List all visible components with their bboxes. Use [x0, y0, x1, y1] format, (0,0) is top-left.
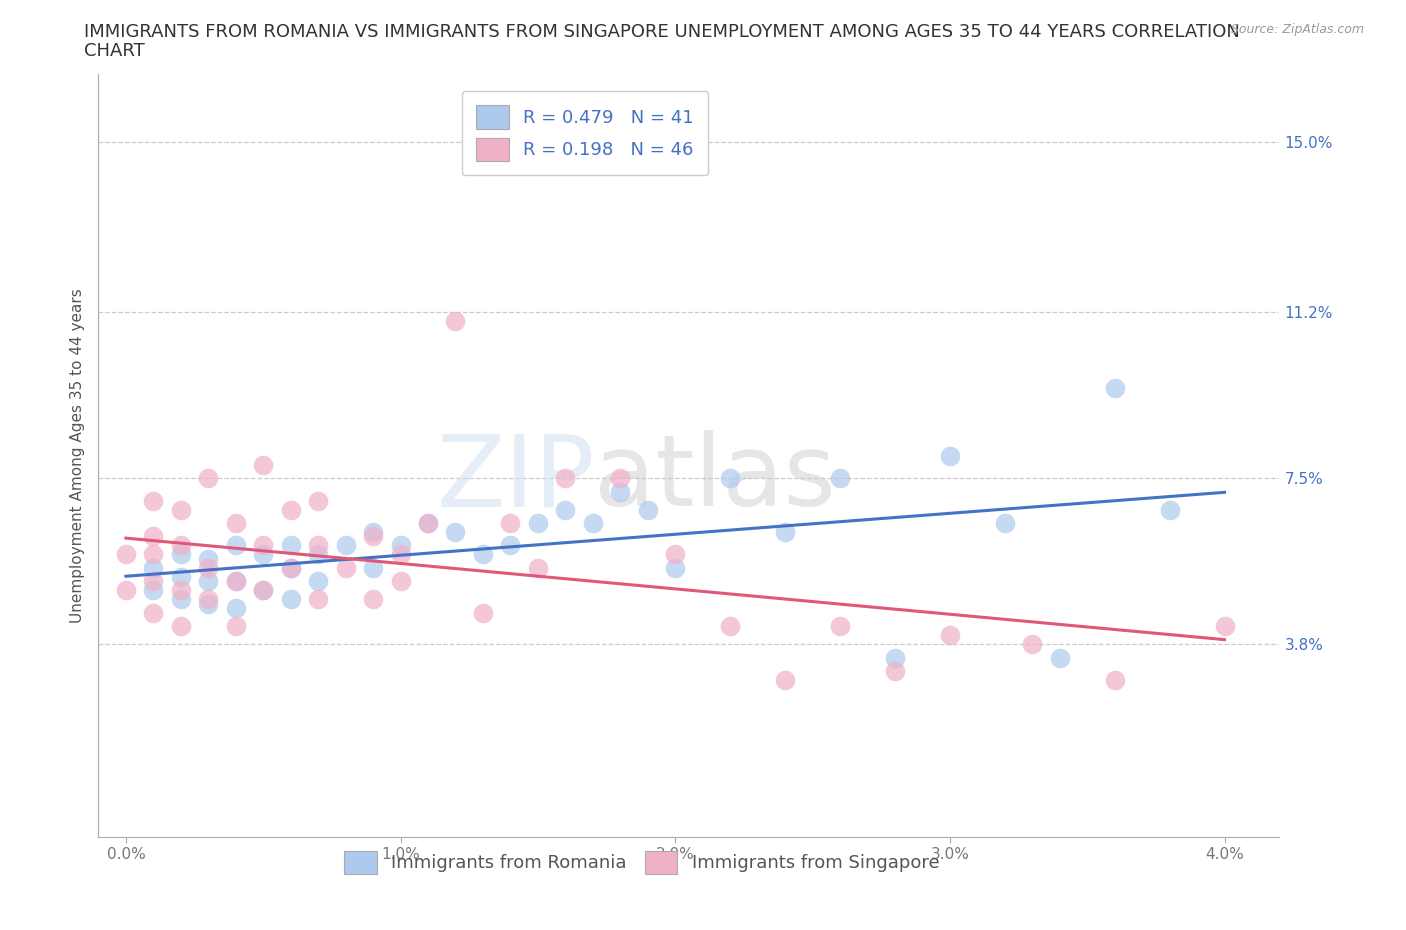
- Point: [225, 601, 247, 616]
- Point: [225, 515, 247, 530]
- Point: [142, 574, 165, 589]
- Text: atlas: atlas: [595, 430, 837, 527]
- Point: [664, 561, 686, 576]
- Point: [444, 313, 467, 328]
- Point: [554, 502, 576, 517]
- Point: [471, 547, 494, 562]
- Point: [115, 547, 138, 562]
- Legend: Immigrants from Romania, Immigrants from Singapore: Immigrants from Romania, Immigrants from…: [337, 844, 946, 882]
- Point: [280, 502, 302, 517]
- Point: [142, 493, 165, 508]
- Point: [828, 471, 851, 485]
- Point: [335, 538, 357, 552]
- Point: [142, 605, 165, 620]
- Point: [499, 538, 522, 552]
- Point: [307, 591, 329, 606]
- Point: [444, 525, 467, 539]
- Point: [884, 650, 907, 665]
- Point: [527, 515, 550, 530]
- Point: [142, 547, 165, 562]
- Text: CHART: CHART: [84, 42, 145, 60]
- Point: [142, 583, 165, 598]
- Point: [609, 471, 631, 485]
- Point: [307, 538, 329, 552]
- Point: [773, 525, 796, 539]
- Point: [718, 618, 741, 633]
- Point: [718, 471, 741, 485]
- Y-axis label: Unemployment Among Ages 35 to 44 years: Unemployment Among Ages 35 to 44 years: [69, 288, 84, 623]
- Point: [1021, 637, 1043, 652]
- Point: [1049, 650, 1071, 665]
- Point: [527, 561, 550, 576]
- Point: [252, 583, 274, 598]
- Point: [361, 591, 384, 606]
- Point: [307, 574, 329, 589]
- Point: [939, 448, 962, 463]
- Point: [307, 493, 329, 508]
- Point: [280, 561, 302, 576]
- Point: [582, 515, 605, 530]
- Point: [197, 551, 219, 566]
- Point: [994, 515, 1017, 530]
- Point: [197, 471, 219, 485]
- Point: [170, 547, 193, 562]
- Text: ZIP: ZIP: [436, 430, 595, 527]
- Point: [554, 471, 576, 485]
- Point: [225, 538, 247, 552]
- Point: [170, 618, 193, 633]
- Point: [225, 574, 247, 589]
- Point: [389, 538, 412, 552]
- Point: [115, 583, 138, 598]
- Point: [142, 529, 165, 544]
- Point: [225, 618, 247, 633]
- Point: [170, 538, 193, 552]
- Point: [252, 547, 274, 562]
- Point: [280, 591, 302, 606]
- Point: [197, 574, 219, 589]
- Point: [884, 664, 907, 679]
- Point: [1104, 381, 1126, 396]
- Point: [1213, 618, 1236, 633]
- Point: [142, 561, 165, 576]
- Point: [197, 591, 219, 606]
- Point: [197, 596, 219, 611]
- Point: [280, 538, 302, 552]
- Point: [828, 618, 851, 633]
- Point: [252, 538, 274, 552]
- Point: [170, 502, 193, 517]
- Text: IMMIGRANTS FROM ROMANIA VS IMMIGRANTS FROM SINGAPORE UNEMPLOYMENT AMONG AGES 35 : IMMIGRANTS FROM ROMANIA VS IMMIGRANTS FR…: [84, 23, 1240, 41]
- Point: [361, 561, 384, 576]
- Point: [361, 529, 384, 544]
- Point: [170, 583, 193, 598]
- Point: [1104, 672, 1126, 687]
- Point: [389, 547, 412, 562]
- Point: [170, 569, 193, 584]
- Point: [471, 605, 494, 620]
- Point: [416, 515, 439, 530]
- Point: [416, 515, 439, 530]
- Text: Source: ZipAtlas.com: Source: ZipAtlas.com: [1230, 23, 1364, 36]
- Point: [939, 628, 962, 643]
- Point: [1159, 502, 1181, 517]
- Point: [252, 458, 274, 472]
- Point: [609, 485, 631, 499]
- Point: [499, 515, 522, 530]
- Point: [335, 561, 357, 576]
- Point: [773, 672, 796, 687]
- Point: [307, 547, 329, 562]
- Point: [197, 561, 219, 576]
- Point: [280, 561, 302, 576]
- Point: [252, 583, 274, 598]
- Point: [637, 502, 659, 517]
- Point: [361, 525, 384, 539]
- Point: [225, 574, 247, 589]
- Point: [170, 591, 193, 606]
- Point: [389, 574, 412, 589]
- Point: [664, 547, 686, 562]
